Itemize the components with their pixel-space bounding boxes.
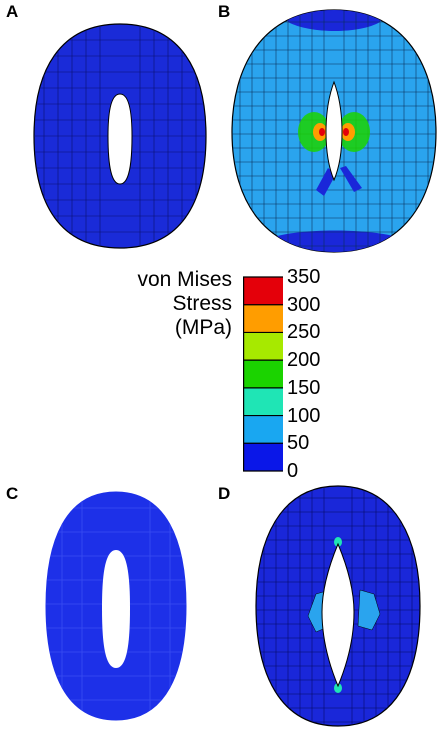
color-scale-tick-label: 0	[287, 460, 299, 482]
legend-title-line-1: von Mises	[137, 268, 232, 291]
center-hole-c	[102, 550, 130, 668]
panel-label-a: A	[6, 2, 19, 21]
torus-model-d	[255, 485, 421, 727]
color-swatch	[243, 415, 283, 444]
legend-title: von Mises Stress (MPa)	[100, 268, 232, 340]
color-swatch	[243, 360, 283, 388]
color-swatch	[243, 443, 283, 471]
legend-title-line-2: Stress	[172, 292, 232, 315]
panel-label-d: D	[218, 484, 231, 503]
color-swatch	[243, 277, 283, 305]
center-hole-d	[321, 542, 355, 688]
color-scale-bar	[243, 276, 283, 472]
color-scale-tick-label: 200	[287, 349, 321, 372]
center-hole-a	[107, 93, 133, 185]
color-scale-tick-label: 300	[287, 293, 321, 316]
torus-model-c	[45, 491, 187, 721]
torus-model-b	[231, 9, 437, 253]
moderate-stress-zone-right	[357, 589, 381, 631]
color-scale-tick-label: 250	[287, 321, 321, 344]
color-scale-tick-label: 50	[287, 432, 310, 455]
top-cap-low-stress	[280, 10, 388, 31]
color-scale-tick-label: 150	[287, 376, 321, 399]
torus-model-a	[33, 23, 207, 249]
color-swatch	[243, 332, 283, 361]
panel-label-c: C	[6, 484, 19, 503]
center-hole-b	[325, 80, 343, 182]
legend-title-line-3: (MPa)	[174, 316, 232, 339]
panel-label-b: B	[218, 2, 231, 21]
color-scale-tick-label: 350	[287, 266, 321, 288]
color-scale-tick-label: 100	[287, 404, 321, 427]
color-swatch	[243, 304, 283, 333]
color-swatch	[243, 387, 283, 416]
